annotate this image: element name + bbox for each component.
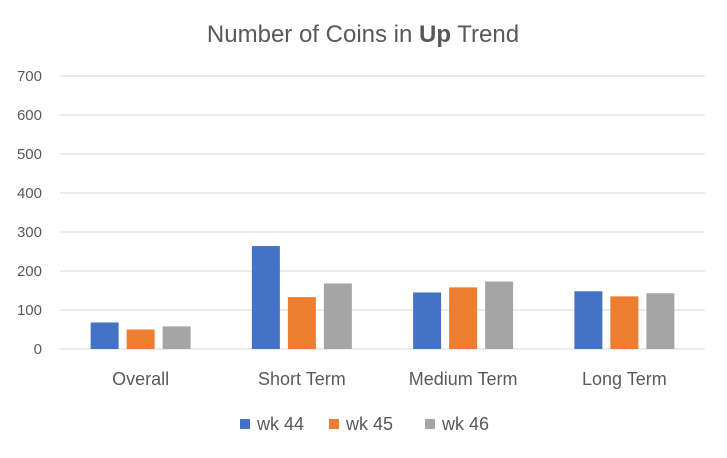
y-tick-label: 300 — [17, 224, 42, 241]
bar-wk-46-long-term — [646, 293, 675, 349]
bar-wk-46-short-term — [323, 283, 352, 349]
chart-title-part-bold: Up — [419, 21, 451, 48]
x-category-label: Long Term — [582, 369, 667, 389]
bar-wk-46-medium-term — [485, 281, 514, 349]
bar-wk-44-overall — [90, 322, 119, 349]
legend-label: wk 46 — [441, 414, 489, 434]
legend-swatch — [329, 419, 339, 429]
x-category-label: Overall — [112, 369, 169, 389]
legend-swatch — [425, 419, 435, 429]
chart-title-part-1: Number of Coins in — [207, 21, 419, 48]
bar-wk-44-long-term — [574, 291, 603, 349]
x-category-label: Medium Term — [409, 369, 518, 389]
bar-wk-45-long-term — [610, 296, 639, 349]
legend-label: wk 45 — [345, 414, 393, 434]
y-tick-label: 100 — [17, 302, 42, 319]
bar-wk-46-overall — [162, 326, 191, 349]
bars — [90, 246, 675, 349]
bar-wk-45-medium-term — [449, 287, 478, 349]
bar-wk-45-short-term — [287, 297, 316, 349]
x-axis-category-labels: Overall Short Term Medium Term Long Term — [112, 369, 667, 389]
y-tick-label: 400 — [17, 185, 42, 202]
y-tick-label: 600 — [17, 107, 42, 124]
bar-wk-45-overall — [126, 329, 155, 349]
bar-wk-44-short-term — [251, 246, 280, 349]
y-tick-label: 500 — [17, 146, 42, 163]
chart-title-part-2: Trend — [451, 21, 519, 48]
bar-wk-44-medium-term — [413, 292, 442, 349]
chart-title: Number of Coins in Up Trend — [207, 21, 519, 48]
legend-swatch — [240, 419, 250, 429]
gridlines — [60, 75, 705, 350]
legend-label: wk 44 — [256, 414, 304, 434]
y-tick-label: 200 — [17, 263, 42, 280]
y-tick-label: 700 — [17, 68, 42, 85]
x-category-label: Short Term — [258, 369, 346, 389]
y-axis-tick-labels: 0 100 200 300 400 500 600 700 — [17, 68, 42, 358]
y-tick-label: 0 — [34, 341, 42, 358]
legend: wk 44 wk 45 wk 46 — [240, 414, 489, 434]
